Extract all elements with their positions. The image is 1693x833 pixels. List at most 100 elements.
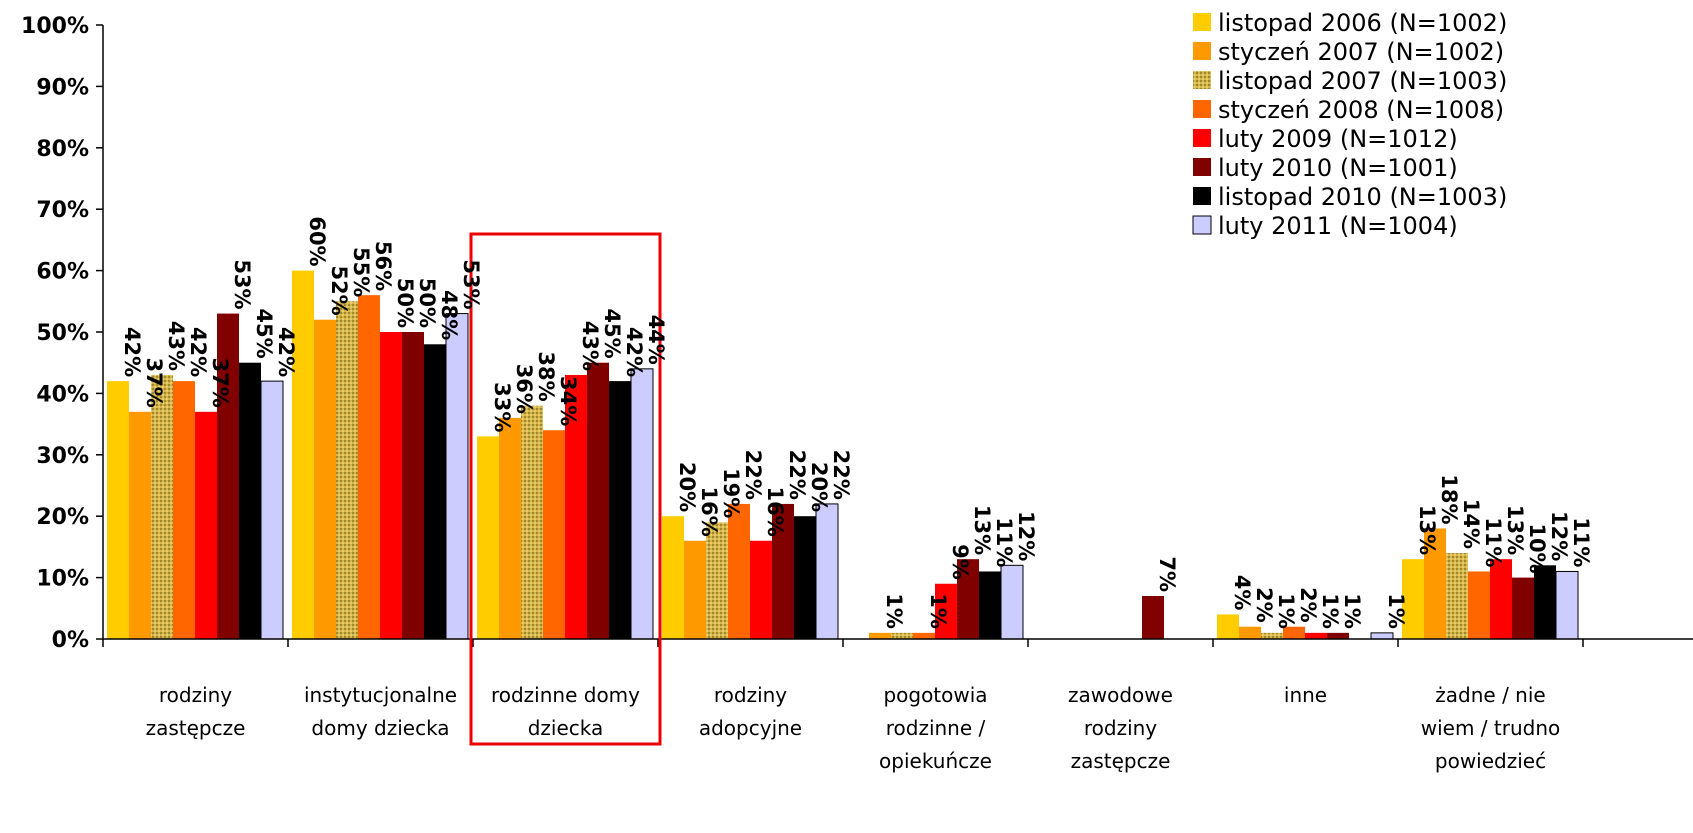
data-label: 4% [1230,575,1254,611]
bar [499,417,521,639]
data-label: 12% [1014,511,1038,561]
bar [815,503,839,640]
category-label: rodziny adopcyjne [699,683,802,740]
bar [1468,571,1490,639]
category-label: rodziny zastępcze [146,683,246,740]
bar [979,571,1001,639]
data-label: 7% [1155,556,1179,592]
data-label: 43% [578,321,602,371]
category-label: zawodowe rodziny zastępcze [1068,683,1173,773]
bar [1370,632,1394,640]
bar [292,270,314,639]
bar [521,405,543,639]
data-label: 2% [1296,587,1320,623]
data-label: 9% [948,544,972,580]
bar [684,540,706,639]
bar [314,319,336,639]
data-label: 56% [371,241,395,291]
bar [1402,559,1424,639]
data-label: 22% [741,450,765,500]
legend-entry: styczeń 2008 (N=1008) [1218,96,1504,124]
legend-entry: luty 2010 (N=1001) [1218,154,1458,182]
data-label: 13% [1415,505,1439,555]
legend-entry: listopad 2007 (N=1003) [1218,67,1507,95]
data-label: 12% [1547,511,1571,561]
y-tick-label: 20% [36,505,89,530]
data-label: 45% [252,308,276,358]
bar [772,503,794,639]
bar [587,362,609,639]
data-label: 33% [490,382,514,432]
legend-swatch [1193,42,1211,60]
bar [957,559,979,639]
data-label: 22% [785,450,809,500]
bar [543,430,565,639]
legend-swatch [1193,100,1211,118]
bar [107,381,129,639]
data-label: 42% [186,327,210,377]
data-label: 1% [1274,593,1298,629]
bar [891,632,913,639]
y-tick-label: 50% [36,321,89,346]
bar [1534,565,1556,639]
y-tick-label: 90% [36,75,89,100]
bar [1305,632,1327,639]
bar [706,522,728,639]
data-label: 1% [1318,593,1342,629]
bar [1217,614,1239,639]
bar [1512,577,1534,639]
legend-entry: luty 2009 (N=1012) [1218,125,1458,153]
legend-swatch [1193,158,1211,176]
bar [565,374,587,639]
y-tick-label: 80% [36,137,89,162]
bar [630,368,654,640]
data-label: 52% [327,265,351,315]
bar [424,344,446,639]
bar [380,332,402,639]
bar [477,436,499,639]
bar [1327,632,1349,639]
data-label: 11% [992,517,1016,567]
legend-entry: styczeń 2007 (N=1002) [1218,38,1504,66]
data-label: 43% [164,321,188,371]
data-label: 60% [305,216,329,266]
data-label: 16% [763,486,787,536]
bar [260,380,284,640]
y-tick-label: 40% [36,382,89,407]
bar [445,313,469,640]
bar [1424,528,1446,639]
bar [173,381,195,639]
bar [913,632,935,639]
data-label: 13% [970,505,994,555]
y-tick-label: 30% [36,444,89,469]
data-label: 18% [1437,474,1461,524]
data-label: 55% [349,247,373,297]
bar [1555,570,1579,640]
data-label: 50% [393,278,417,328]
bar [869,632,891,639]
category-label: instytucjonalne domy dziecka [304,683,457,740]
data-label: 1% [882,593,906,629]
bar [609,381,631,639]
data-label: 11% [1481,517,1505,567]
category-label: żadne / nie wiem / trudno powiedzieć [1421,683,1561,773]
bar [662,516,684,639]
data-label: 14% [1459,499,1483,549]
highlight-box [469,232,662,746]
y-tick-label: 60% [36,260,89,285]
data-label: 22% [829,450,853,500]
data-label: 19% [719,468,743,518]
data-label: 20% [807,462,831,512]
data-label: 48% [437,290,461,340]
bar [1142,596,1164,639]
bar [217,313,239,639]
legend-entry: listopad 2010 (N=1003) [1218,183,1507,211]
data-label: 37% [208,358,232,408]
data-label: 13% [1503,505,1527,555]
data-label: 11% [1569,517,1593,567]
bar [1000,564,1024,640]
data-label: 1% [926,593,950,629]
bar [1490,559,1512,639]
data-label: 36% [512,364,536,414]
